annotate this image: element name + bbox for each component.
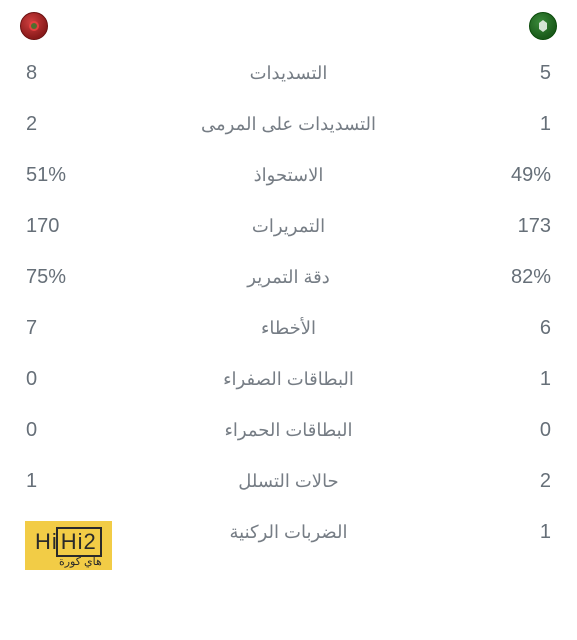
watermark-logo: HiHi2	[35, 527, 102, 557]
watermark-part-b: Hi2	[56, 527, 102, 557]
stat-value-left: 2	[423, 470, 557, 493]
stat-row: 5 التسديدات 8	[0, 48, 577, 99]
stat-value-right: 2	[20, 113, 154, 136]
stat-label: حالات التسلل	[154, 471, 423, 492]
stat-label: الاستحواذ	[154, 165, 423, 186]
stat-row: 49% الاستحواذ 51%	[0, 150, 577, 201]
stats-header	[0, 0, 577, 48]
stat-value-right: 7	[20, 317, 154, 340]
stat-value-right: 0	[20, 368, 154, 391]
team-right-badge	[20, 12, 48, 40]
stat-label: التسديدات	[154, 63, 423, 84]
stat-value-right: 51%	[20, 164, 154, 187]
stat-value-left: 49%	[423, 164, 557, 187]
stat-row: 0 البطاقات الحمراء 0	[0, 405, 577, 456]
watermark: HiHi2 هاي كورة	[25, 521, 112, 570]
stat-value-left: 82%	[423, 266, 557, 289]
stat-value-left: 1	[423, 368, 557, 391]
stat-label: التسديدات على المرمى	[154, 114, 423, 135]
stat-row: 1 البطاقات الصفراء 0	[0, 354, 577, 405]
stat-label: الأخطاء	[154, 318, 423, 339]
stat-value-left: 1	[423, 521, 557, 544]
stat-value-left: 173	[423, 215, 557, 238]
stat-row: 173 التمريرات 170	[0, 201, 577, 252]
stat-row: 1 التسديدات على المرمى 2	[0, 99, 577, 150]
stats-list: 5 التسديدات 8 1 التسديدات على المرمى 2 4…	[0, 48, 577, 558]
team-left-badge	[529, 12, 557, 40]
stat-value-right: 8	[20, 62, 154, 85]
stat-label: الضربات الركنية	[154, 522, 423, 543]
stat-value-right: 75%	[20, 266, 154, 289]
stat-value-right: 170	[20, 215, 154, 238]
stat-value-left: 1	[423, 113, 557, 136]
stat-row: 6 الأخطاء 7	[0, 303, 577, 354]
stat-row: 2 حالات التسلل 1	[0, 456, 577, 507]
watermark-part-a: Hi	[35, 529, 58, 554]
stat-value-right: 1	[20, 470, 154, 493]
stat-row: 82% دقة التمرير 75%	[0, 252, 577, 303]
stat-value-left: 0	[423, 419, 557, 442]
stat-label: دقة التمرير	[154, 267, 423, 288]
stat-value-left: 6	[423, 317, 557, 340]
stat-value-left: 5	[423, 62, 557, 85]
stat-label: البطاقات الصفراء	[154, 369, 423, 390]
stat-label: البطاقات الحمراء	[154, 420, 423, 441]
stat-label: التمريرات	[154, 216, 423, 237]
stat-value-right: 0	[20, 419, 154, 442]
